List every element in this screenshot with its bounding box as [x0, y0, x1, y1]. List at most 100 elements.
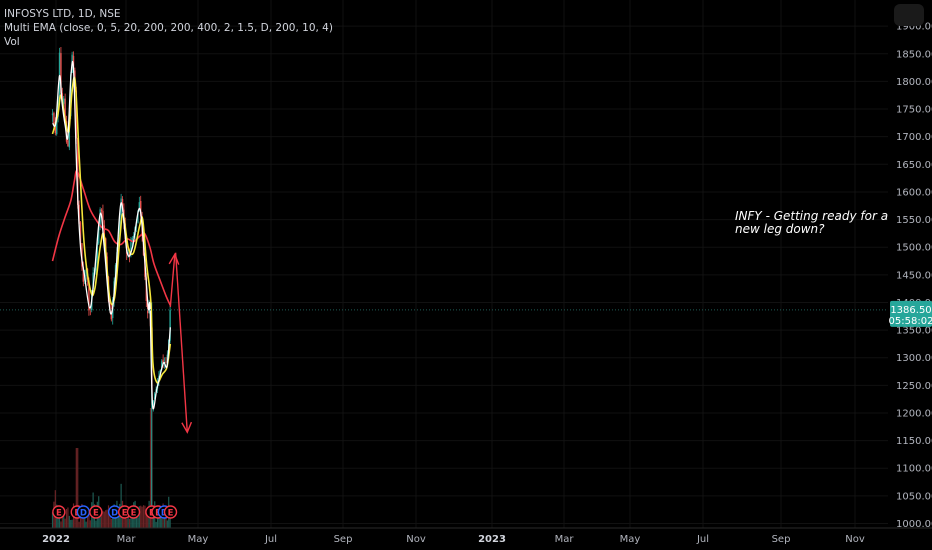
time-axis[interactable]: 2022 Mar May Jul Sep Nov 2023 Mar May Jul Sep Nov — [0, 527, 932, 550]
volume-bar — [127, 515, 129, 528]
volume-bar — [51, 512, 54, 528]
annotation-text[interactable]: INFY - Getting ready for a new leg down? — [735, 209, 888, 236]
candle-body — [110, 310, 113, 320]
y-tick-label: 1600.00 — [896, 187, 932, 198]
volume-bar — [77, 448, 79, 528]
time-axis-bg — [0, 528, 932, 550]
x-tick-label: Jul — [696, 534, 709, 545]
volume-bar — [124, 515, 126, 528]
volume-bar — [141, 506, 143, 528]
volume-bar — [142, 505, 145, 528]
y-tick-label: 1700.00 — [896, 132, 932, 143]
x-tick-label: Nov — [406, 534, 426, 545]
volume-bar — [105, 510, 107, 528]
legend-symbol[interactable]: INFOSYS LTD, 1D, NSE — [4, 8, 121, 20]
candle-body — [96, 242, 99, 264]
candle-body — [63, 98, 65, 104]
arrow-head-up-icon — [168, 252, 180, 265]
y-tick-label: 1350.00 — [896, 326, 932, 337]
badge-letter: E — [131, 509, 137, 519]
arrow-head-down-icon — [181, 421, 193, 434]
y-tick-label: 1650.00 — [896, 160, 932, 171]
candle-body — [57, 96, 59, 117]
y-tick-label: 1000.00 — [896, 519, 932, 530]
volume-bar — [114, 513, 117, 528]
badge-ring — [126, 505, 141, 519]
badge-letter: E — [168, 509, 174, 519]
y-tick-label: 1300.00 — [896, 353, 932, 364]
dividend-badge[interactable]: D — [76, 505, 91, 519]
volume-bar — [156, 513, 159, 528]
candle-body — [137, 211, 139, 223]
candle-body — [54, 122, 57, 134]
x-tick-label: Mar — [117, 534, 137, 545]
candle-body — [98, 225, 100, 244]
y-tick-label: 1200.00 — [896, 408, 932, 419]
volume-bar — [144, 505, 146, 528]
legend-indicator[interactable]: Multi EMA (close, 0, 5, 20, 200, 200, 40… — [4, 22, 333, 34]
candle-body — [120, 198, 122, 215]
y-tick-label: 1550.00 — [896, 215, 932, 226]
arrow-down-leg — [174, 252, 188, 433]
candle-body — [121, 199, 124, 209]
arrow-up-leg — [169, 254, 176, 307]
volume-bar — [70, 519, 72, 528]
ema-20-line[interactable] — [51, 76, 172, 384]
volume-bar — [147, 512, 149, 528]
volume-bar — [130, 518, 132, 528]
y-tick-label: 1800.00 — [896, 77, 932, 88]
legend-volume[interactable]: Vol — [4, 36, 20, 48]
projection-arrow[interactable] — [168, 252, 193, 434]
volume-bar — [145, 508, 147, 528]
x-tick-label: Sep — [772, 534, 791, 545]
volume-bar — [137, 517, 139, 528]
volume-bar — [109, 514, 111, 528]
x-tick-label: May — [188, 534, 209, 545]
y-tick-label: 1900.00 — [896, 22, 932, 33]
candle-body — [165, 361, 167, 363]
x-tick-label: Mar — [555, 534, 575, 545]
y-tick-label: 1850.00 — [896, 49, 932, 60]
earnings-badge[interactable]: E — [163, 505, 178, 519]
ema-200-line[interactable] — [51, 169, 172, 306]
volume-bar — [165, 514, 167, 528]
candle-body — [100, 209, 103, 212]
volume-bar — [110, 518, 112, 528]
volume-bar — [112, 515, 114, 528]
volume-bar — [161, 510, 163, 528]
y-tick-label: 1250.00 — [896, 381, 932, 392]
volume-bar — [79, 517, 82, 528]
volume-bar — [135, 517, 138, 528]
price-axis[interactable]: 1000.00 1050.00 1100.00 1150.00 1200.00 1250.… — [888, 0, 932, 550]
volume-bar — [102, 511, 104, 528]
volume-bar — [107, 505, 110, 528]
volume-bar — [149, 408, 152, 528]
candle-body — [64, 98, 66, 123]
earnings-badge[interactable]: E — [52, 505, 66, 519]
candle-body — [161, 361, 163, 370]
ema-5-line[interactable] — [51, 60, 171, 410]
x-tick-label: May — [620, 534, 641, 545]
candle-body — [103, 225, 106, 239]
earnings-badge[interactable]: E — [89, 505, 103, 519]
earnings-badge[interactable]: E — [126, 505, 141, 519]
candle-body — [140, 200, 142, 217]
volume-bar — [86, 515, 89, 528]
x-tick-label: 2023 — [478, 534, 506, 545]
volume-bar — [63, 507, 65, 528]
candle-body — [102, 211, 104, 227]
dividend-badge[interactable]: D — [107, 505, 122, 519]
candle-body — [130, 242, 132, 255]
candle-body — [152, 400, 155, 405]
volume-bar — [64, 518, 66, 528]
price-tag-bg — [890, 300, 932, 327]
volume-bar — [138, 506, 140, 528]
x-tick-label: Jul — [264, 534, 277, 545]
x-tick-label: Nov — [845, 534, 865, 545]
y-tick-label: 1050.00 — [896, 491, 932, 502]
y-tick-label: 1150.00 — [896, 436, 932, 447]
chart-settings-button[interactable] — [894, 4, 924, 26]
candle-body — [56, 117, 58, 135]
